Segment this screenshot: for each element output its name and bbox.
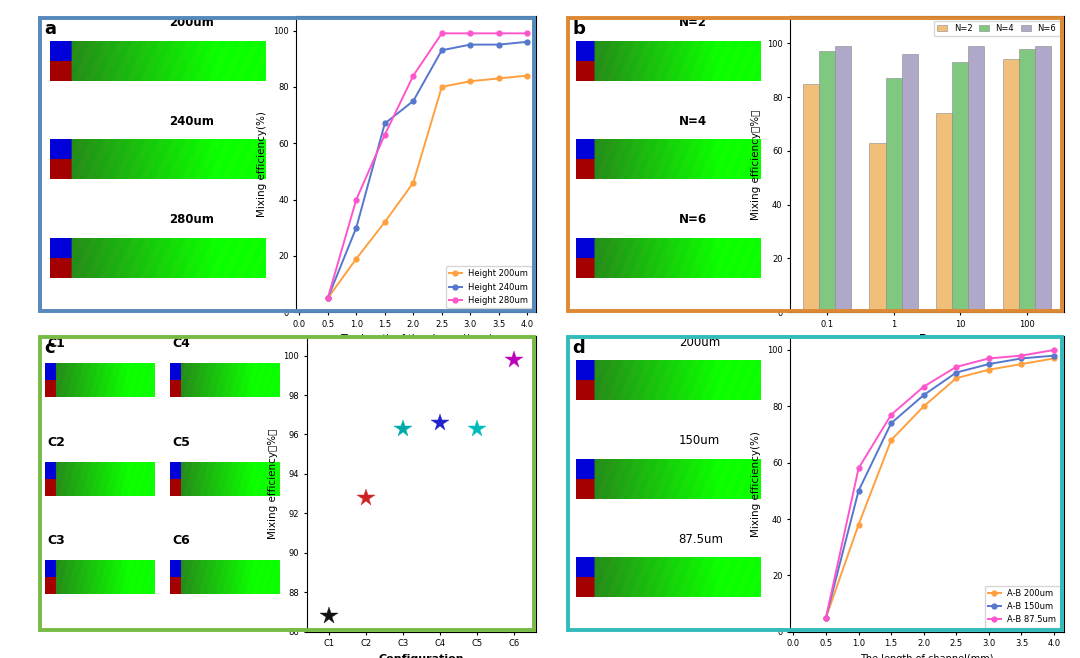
A-B 87.5um xyxy=(1015,351,1028,359)
Line: A-B 200um: A-B 200um xyxy=(824,356,1056,620)
Text: b: b xyxy=(572,20,585,38)
Height 200um xyxy=(463,77,476,85)
Line: A-B 87.5um: A-B 87.5um xyxy=(824,347,1056,620)
Height 280um xyxy=(321,294,334,302)
Line: Height 200um: Height 200um xyxy=(325,73,529,301)
Height 240um xyxy=(378,120,391,128)
A-B 150um xyxy=(820,614,833,622)
A-B 87.5um xyxy=(1048,346,1061,354)
A-B 200um xyxy=(949,374,962,382)
A-B 200um xyxy=(983,366,996,374)
A-B 87.5um xyxy=(949,363,962,371)
Height 200um xyxy=(521,72,534,80)
Text: C5: C5 xyxy=(173,436,190,449)
A-B 200um xyxy=(885,436,897,444)
Bar xyxy=(886,78,902,313)
Height 240um xyxy=(521,38,534,46)
Height 280um xyxy=(492,30,505,38)
A-B 200um xyxy=(820,614,833,622)
A-B 150um xyxy=(949,368,962,376)
X-axis label: Re: Re xyxy=(919,334,935,344)
Bar xyxy=(969,46,985,313)
Bar xyxy=(869,143,886,313)
Text: a: a xyxy=(44,20,56,38)
Legend: N=2, N=4, N=6: N=2, N=4, N=6 xyxy=(933,20,1059,36)
Text: 87.5um: 87.5um xyxy=(678,533,724,546)
A-B 200um xyxy=(1015,360,1028,368)
Text: c: c xyxy=(44,339,55,357)
X-axis label: Configuration: Configuration xyxy=(378,654,464,658)
Height 280um xyxy=(463,30,476,38)
Height 280um xyxy=(350,195,363,203)
Height 240um xyxy=(350,224,363,232)
Legend: A-B 200um, A-B 150um, A-B 87.5um: A-B 200um, A-B 150um, A-B 87.5um xyxy=(985,586,1059,628)
Text: C4: C4 xyxy=(173,337,190,350)
Bar xyxy=(819,51,835,313)
Line: Height 280um: Height 280um xyxy=(325,31,529,301)
A-B 150um xyxy=(983,360,996,368)
Height 280um xyxy=(435,30,448,38)
Y-axis label: Mixing efficiency(%): Mixing efficiency(%) xyxy=(752,431,761,537)
A-B 150um xyxy=(917,391,930,399)
A-B 150um xyxy=(1048,351,1061,359)
Height 200um xyxy=(435,83,448,91)
Text: C2: C2 xyxy=(48,436,66,449)
Height 200um xyxy=(378,218,391,226)
A-B 150um xyxy=(885,419,897,427)
Text: 200um: 200um xyxy=(678,336,720,349)
X-axis label: The length of the channel(mm): The length of the channel(mm) xyxy=(340,334,492,344)
Text: 150um: 150um xyxy=(678,434,720,447)
Text: C6: C6 xyxy=(173,534,190,547)
Legend: Height 200um, Height 240um, Height 280um: Height 200um, Height 240um, Height 280um xyxy=(446,266,531,308)
Height 200um xyxy=(492,74,505,82)
Text: 200um: 200um xyxy=(170,16,214,29)
Height 200um xyxy=(321,294,334,302)
A-B 200um xyxy=(917,403,930,411)
Height 240um xyxy=(463,41,476,49)
Bar xyxy=(802,84,819,313)
Y-axis label: Mixing efficiency（%）: Mixing efficiency（%） xyxy=(752,109,761,220)
Height 280um xyxy=(521,30,534,38)
Text: C3: C3 xyxy=(48,534,66,547)
Bar xyxy=(953,62,969,313)
Text: N=6: N=6 xyxy=(678,213,706,226)
A-B 87.5um xyxy=(983,355,996,363)
Text: N=2: N=2 xyxy=(678,16,706,29)
Bar xyxy=(1036,46,1051,313)
A-B 87.5um xyxy=(820,614,833,622)
Line: A-B 150um: A-B 150um xyxy=(824,353,1056,620)
Height 200um xyxy=(350,255,363,263)
A-B 87.5um xyxy=(917,383,930,391)
Text: d: d xyxy=(572,339,585,357)
Text: C1: C1 xyxy=(48,337,66,350)
Y-axis label: Mixing efficiency(%): Mixing efficiency(%) xyxy=(257,111,268,217)
A-B 200um xyxy=(1048,355,1061,363)
A-B 87.5um xyxy=(885,411,897,418)
Bar xyxy=(835,46,851,313)
Y-axis label: Mixing efficiency（%）: Mixing efficiency（%） xyxy=(268,428,278,539)
Bar xyxy=(1020,49,1036,313)
Line: Height 240um: Height 240um xyxy=(325,39,529,301)
A-B 200um xyxy=(852,520,865,528)
X-axis label: The length of channel(mm): The length of channel(mm) xyxy=(861,654,994,658)
Height 240um xyxy=(321,294,334,302)
A-B 150um xyxy=(852,487,865,495)
Height 240um xyxy=(407,97,420,105)
Bar xyxy=(936,113,953,313)
Height 240um xyxy=(435,46,448,54)
Text: N=4: N=4 xyxy=(678,115,706,128)
Height 240um xyxy=(492,41,505,49)
A-B 150um xyxy=(1015,355,1028,363)
Text: 240um: 240um xyxy=(170,115,214,128)
Height 280um xyxy=(378,131,391,139)
Height 280um xyxy=(407,72,420,80)
A-B 87.5um xyxy=(852,465,865,472)
Bar xyxy=(1003,59,1020,313)
Bar xyxy=(902,54,918,313)
Text: 280um: 280um xyxy=(170,213,214,226)
Height 200um xyxy=(407,179,420,187)
